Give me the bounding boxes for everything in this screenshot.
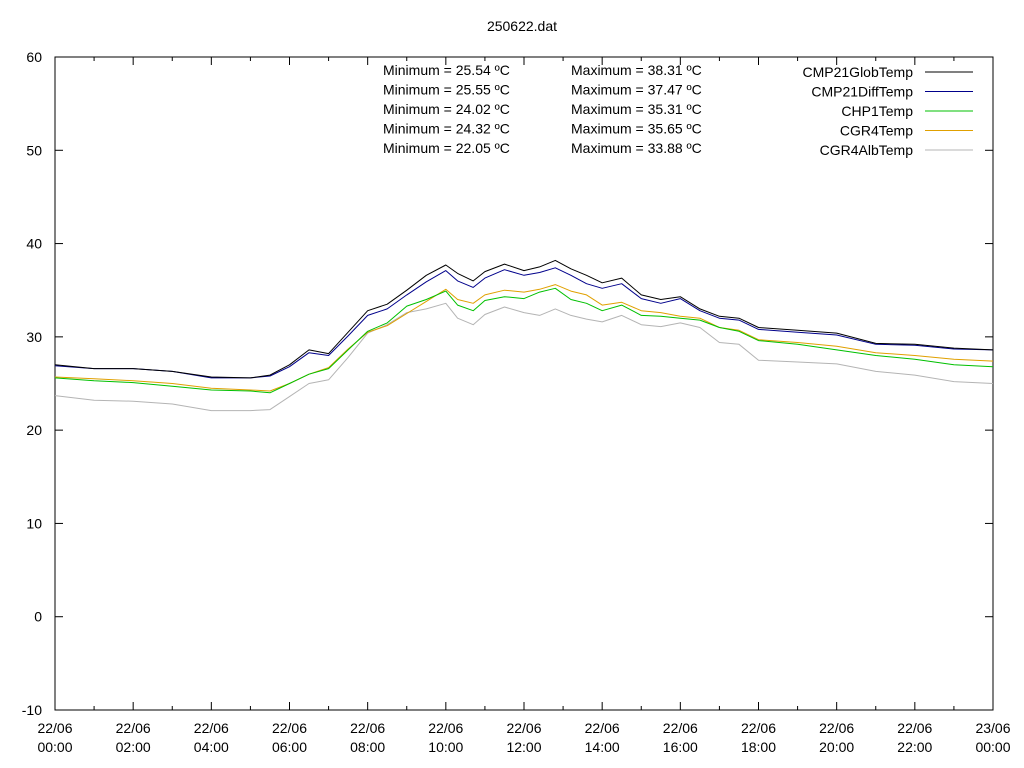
- annotation-minimum: Minimum = 22.05 ºC: [383, 140, 510, 156]
- x-tick-label-time: 00:00: [975, 739, 1010, 755]
- x-tick-label-time: 08:00: [350, 739, 385, 755]
- x-tick-label-time: 16:00: [663, 739, 698, 755]
- y-tick-label: 10: [26, 515, 42, 531]
- x-tick-label-date: 22/06: [428, 720, 463, 736]
- annotation-maximum: Maximum = 35.65 ºC: [571, 121, 702, 137]
- y-tick-label: 0: [34, 609, 42, 625]
- series-line-cmp21difftemp: [54, 267, 994, 379]
- x-tick-label-date: 22/06: [663, 720, 698, 736]
- x-tick-label-time: 02:00: [116, 739, 151, 755]
- x-tick-label-date: 22/06: [741, 720, 776, 736]
- x-tick-label-time: 04:00: [194, 739, 229, 755]
- x-tick-label-date: 22/06: [506, 720, 541, 736]
- y-tick-label: 20: [26, 422, 42, 438]
- y-tick-label: 40: [26, 236, 42, 252]
- annotation-minimum: Minimum = 25.54 ºC: [383, 62, 510, 78]
- x-tick-label-date: 22/06: [194, 720, 229, 736]
- legend-label: CMP21GlobTemp: [803, 64, 914, 80]
- chart-title: 250622.dat: [487, 18, 557, 34]
- x-tick-label-time: 10:00: [428, 739, 463, 755]
- x-tick-label-time: 12:00: [506, 739, 541, 755]
- x-tick-label-date: 22/06: [37, 720, 72, 736]
- x-tick-label-date: 22/06: [585, 720, 620, 736]
- x-tick-label-date: 22/06: [350, 720, 385, 736]
- x-tick-label-time: 18:00: [741, 739, 776, 755]
- x-tick-label-date: 23/06: [975, 720, 1010, 736]
- annotation-maximum: Maximum = 37.47 ºC: [571, 82, 702, 98]
- x-tick-label-time: 20:00: [819, 739, 854, 755]
- y-tick-label: 30: [26, 329, 42, 345]
- annotation-minimum: Minimum = 25.55 ºC: [383, 82, 510, 98]
- series-line-cgr4albtemp: [54, 302, 994, 412]
- series-line-cgr4temp: [54, 284, 994, 392]
- legend-label: CMP21DiffTemp: [811, 84, 913, 100]
- annotation-maximum: Maximum = 38.31 ºC: [571, 62, 702, 78]
- legend-label: CGR4Temp: [840, 123, 913, 139]
- x-tick-label-date: 22/06: [116, 720, 151, 736]
- annotation-minimum: Minimum = 24.32 ºC: [383, 121, 510, 137]
- y-tick-label: -10: [22, 702, 42, 718]
- x-tick-label-date: 22/06: [272, 720, 307, 736]
- x-tick-label-date: 22/06: [897, 720, 932, 736]
- annotation-maximum: Maximum = 35.31 ºC: [571, 101, 702, 117]
- x-tick-label-date: 22/06: [819, 720, 854, 736]
- legend-label: CGR4AlbTemp: [820, 142, 914, 158]
- y-tick-label: 60: [26, 49, 42, 65]
- x-tick-label-time: 06:00: [272, 739, 307, 755]
- series-line-cmp21globtemp: [54, 259, 994, 379]
- x-tick-label-time: 22:00: [897, 739, 932, 755]
- y-tick-label: 50: [26, 142, 42, 158]
- series-line-chp1temp: [54, 287, 994, 394]
- legend-label: CHP1Temp: [841, 103, 913, 119]
- annotation-minimum: Minimum = 24.02 ºC: [383, 101, 510, 117]
- x-tick-label-time: 14:00: [585, 739, 620, 755]
- x-tick-label-time: 00:00: [37, 739, 72, 755]
- annotation-maximum: Maximum = 33.88 ºC: [571, 140, 702, 156]
